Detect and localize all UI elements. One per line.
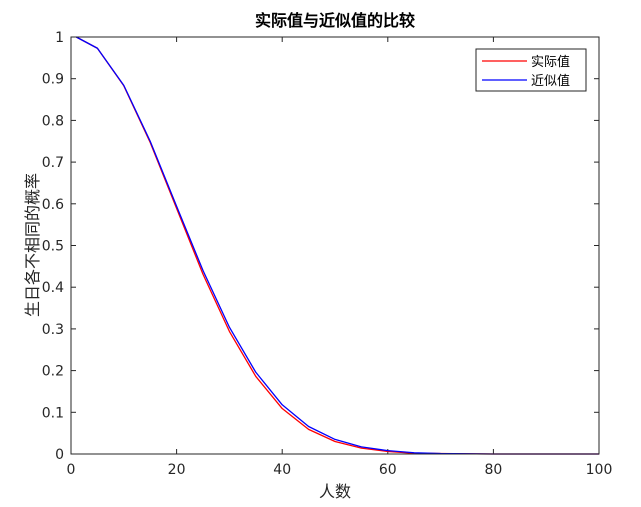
y-tick-label: 0 [55, 447, 64, 463]
legend-box [475, 48, 587, 92]
legend-label-approx: 近似值 [531, 73, 570, 89]
y-tick-label: 1 [55, 30, 64, 46]
y-tick-label: 0.9 [42, 72, 64, 88]
y-ticks: 0 0.1 0.2 0.3 0.4 0.5 0.6 0.7 0.8 0.9 1 [42, 30, 599, 463]
x-axis-label: 人数 [319, 482, 351, 501]
y-tick-label: 0.3 [42, 322, 64, 338]
x-tick-label: 60 [379, 462, 397, 478]
x-tick-label: 80 [484, 462, 502, 478]
x-tick-label: 0 [67, 462, 76, 478]
y-tick-label: 0.7 [42, 155, 64, 171]
chart-title: 实际值与近似值的比较 [255, 11, 415, 30]
plot-area [71, 37, 599, 454]
plot-frame [70, 36, 600, 455]
y-tick-label: 0.5 [42, 239, 64, 255]
y-tick-label: 0.2 [42, 364, 64, 380]
x-ticks: 0 20 40 60 80 100 [67, 37, 613, 478]
legend-label-actual: 实际值 [531, 54, 570, 70]
x-tick-label: 100 [586, 462, 613, 478]
y-tick-label: 0.6 [42, 197, 64, 213]
legend: 实际值 近似值 [475, 48, 587, 92]
y-tick-label: 0.1 [42, 405, 64, 421]
y-axis-label: 生日各不相同的概率 [23, 173, 42, 317]
x-tick-label: 40 [273, 462, 291, 478]
y-tick-label: 0.4 [42, 280, 64, 296]
x-tick-label: 20 [168, 462, 186, 478]
y-tick-label: 0.8 [42, 113, 64, 129]
